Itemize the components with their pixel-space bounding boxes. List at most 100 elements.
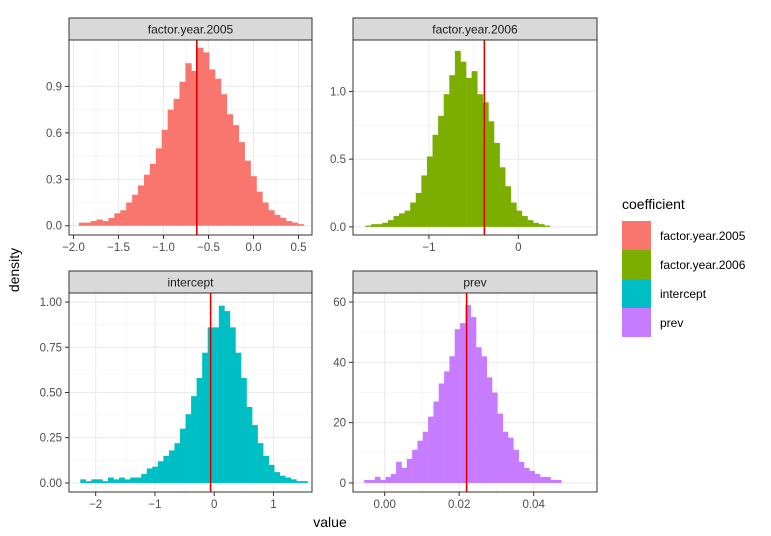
histogram-bar [438,383,445,483]
histogram-bar [296,481,303,483]
histogram-bar [161,129,168,226]
histogram-bar [492,392,498,483]
x-tick-label: −1 [422,242,435,254]
histogram-bar [203,52,210,226]
facet-strip-label: intercept [167,276,214,290]
histogram-bar [523,467,530,483]
y-tick-label: 0.6 [46,128,62,140]
x-tick-label: 1 [270,499,276,511]
x-tick-label: −0.5 [197,242,220,254]
histogram-bar [292,222,299,226]
x-tick-label: 0.5 [291,242,307,254]
histogram-bar [180,428,186,483]
histogram-bar [365,225,372,227]
histogram-bar [168,450,175,483]
x-tick-label: −1.0 [152,242,175,254]
legend-label: factor.year.2006 [660,258,746,272]
histogram-bar [185,414,192,483]
histogram-bar [555,479,562,483]
histogram-bar [132,194,139,226]
histogram-bar [141,473,148,483]
y-tick-label: 0.75 [40,342,62,354]
histogram-bar [460,61,467,227]
histogram-bar [374,476,381,483]
y-axis-title: density [6,248,22,292]
histogram-bar [120,210,127,226]
histogram-bar [401,467,408,483]
histogram-bar [102,221,109,226]
y-tick-label: 0.0 [330,222,346,234]
histogram-bar [508,437,514,483]
x-tick-label: −1.5 [107,242,130,254]
histogram-bar [250,176,257,226]
histogram-bar [252,425,258,483]
histogram-bar [481,356,487,483]
histogram-bar [471,71,478,227]
histogram-bar [432,134,439,227]
histogram-bar [534,473,541,483]
histogram-bar [179,81,186,226]
x-tick-label: 0.04 [522,499,545,511]
facet-strip-label: prev [463,276,486,290]
histogram-bar [297,224,305,226]
histogram-bar [422,431,429,483]
histogram-bar [393,216,400,227]
histogram-bar [238,142,245,226]
legend-label: prev [660,316,683,330]
y-tick-label: 1.00 [40,297,62,309]
histogram-bar [268,464,275,483]
histogram-bar [130,477,136,483]
legend-title: coefficient [622,196,685,212]
panel-plot-area [353,293,597,492]
histogram-bar [410,202,417,227]
panel-plot-area [69,40,312,235]
panel-border [68,39,313,236]
histogram-bar [108,217,115,226]
histogram-bar [268,210,275,226]
histogram-bar [113,479,120,483]
histogram-bar [385,476,392,483]
histogram-bar [417,440,424,483]
legend: coefficient factor.year.2005factor.year.… [622,196,746,337]
histogram-bar [78,222,86,226]
legend-items: factor.year.2005 factor.year.2006 intercep… [622,221,746,337]
x-tick-label: 0.00 [373,499,395,511]
histogram-bar [396,461,402,483]
histogram-bar [521,216,528,227]
histogram-bar [550,479,557,483]
histogram-bar [229,327,236,483]
legend-label: intercept [660,287,707,301]
histogram-bar [301,481,308,483]
panel-plot-area [353,40,597,235]
y-tick-label: 0.25 [40,433,62,445]
histogram-bar [256,191,263,226]
histogram-bar [290,479,297,483]
histogram-bar [174,443,181,483]
histogram-bar [119,477,125,483]
legend-label: factor.year.2005 [660,229,746,243]
histogram-bar [209,69,216,226]
histogram-bar [196,378,203,483]
histogram-bar [285,477,292,483]
y-tick-label: 20 [333,418,346,430]
histogram-bar [516,210,523,227]
histogram-bar [191,70,198,226]
panel-4: prev 0.00 0.02 0.04 0 20 40 60 [333,270,598,511]
histogram-bar [518,461,525,483]
histogram-bar [460,323,466,483]
y-tick-label: 0.00 [40,478,62,490]
histogram-bar [280,217,287,226]
histogram-bar [240,378,247,483]
y-tick-label: 60 [333,297,346,309]
histogram-bar [426,156,433,227]
histogram-bar [107,477,114,483]
y-tick-label: 40 [333,357,346,369]
histogram-bar [493,142,500,227]
y-tick-label: 0 [340,478,346,490]
y-tick-label: 0.3 [46,174,62,186]
histogram-bar [510,202,517,227]
y-tick-label: 0.0 [46,221,62,233]
histogram-bar [85,481,92,483]
histogram-bar [538,224,545,227]
